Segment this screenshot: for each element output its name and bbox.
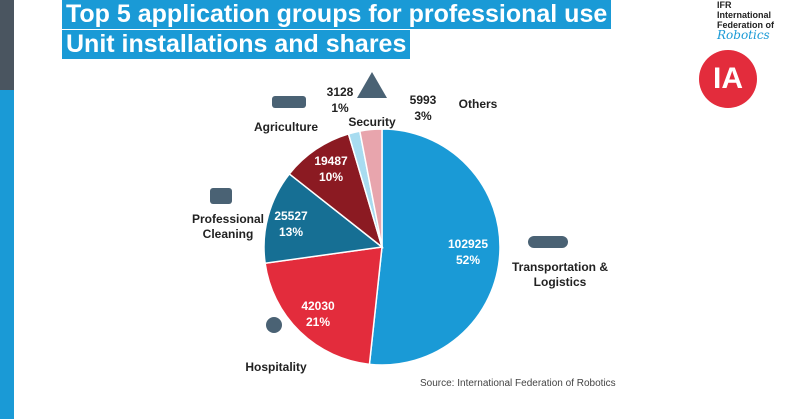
share-label: 52% xyxy=(456,253,480,267)
value-label: 102925 xyxy=(448,237,488,251)
side-bar xyxy=(0,0,14,419)
chart-subtitle: Unit installations and shares xyxy=(62,30,411,59)
chart-title: Top 5 application groups for professiona… xyxy=(62,0,612,29)
hospitality-icon xyxy=(266,317,282,333)
category-label: Professional Cleaning xyxy=(191,212,265,241)
transport-icon xyxy=(528,236,568,248)
logo-line: International xyxy=(717,10,772,20)
category-label: Security xyxy=(348,115,396,129)
side-bar-top xyxy=(0,0,14,90)
category-label: Hospitality xyxy=(245,360,307,374)
category-label: Others xyxy=(458,97,498,111)
category-label: Agriculture xyxy=(253,120,318,134)
security-icon xyxy=(357,72,387,98)
logo-text: IFR International Federation of Robotics xyxy=(717,0,775,42)
value-label: 5993 xyxy=(410,93,437,107)
share-label: 21% xyxy=(306,315,330,329)
agriculture-icon xyxy=(272,96,306,108)
category-label: Transportation & Logistics xyxy=(511,260,608,289)
value-label: 25527 xyxy=(274,209,308,223)
logo-badge: IA xyxy=(699,50,757,108)
pie-slice xyxy=(263,172,384,265)
share-label: 10% xyxy=(319,170,343,184)
cleaning-icon xyxy=(210,188,232,204)
pie-slice xyxy=(368,128,501,366)
value-label: 3128 xyxy=(327,85,354,99)
pie-slice xyxy=(358,128,383,248)
share-label: 1% xyxy=(331,101,349,115)
share-label: 13% xyxy=(279,225,303,239)
share-label: 3% xyxy=(414,109,432,123)
pie-slice xyxy=(288,132,384,250)
logo-line: IFR xyxy=(717,0,732,10)
source: Source: International Federation of Robo… xyxy=(420,378,616,389)
value-label: 42030 xyxy=(301,299,335,313)
pie-slice xyxy=(264,246,383,366)
logo-line: Federation of xyxy=(717,20,775,30)
value-label: 19487 xyxy=(314,154,348,168)
logo-script: Robotics xyxy=(717,28,770,42)
